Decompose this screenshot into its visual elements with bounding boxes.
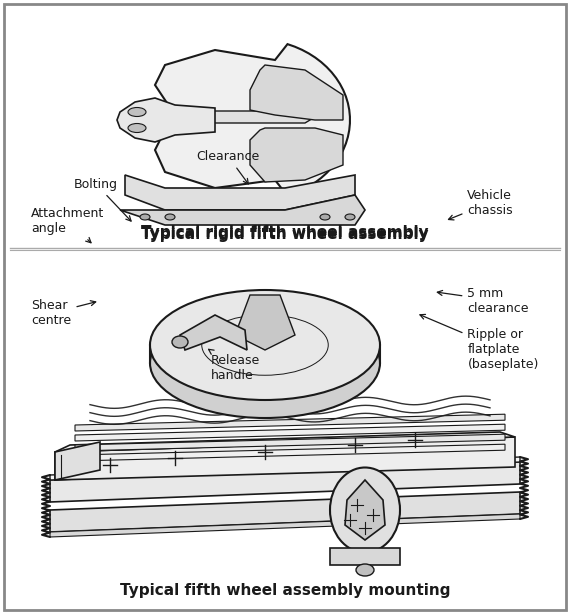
Polygon shape xyxy=(75,424,505,441)
Text: Clearance: Clearance xyxy=(197,150,260,184)
Text: Bolting: Bolting xyxy=(74,177,131,221)
Polygon shape xyxy=(250,65,343,120)
Ellipse shape xyxy=(172,336,188,348)
Polygon shape xyxy=(75,444,505,461)
Polygon shape xyxy=(50,514,520,537)
Ellipse shape xyxy=(150,308,380,418)
Ellipse shape xyxy=(140,214,150,220)
Ellipse shape xyxy=(165,214,175,220)
Text: Typical rigid fifth wheel assembly: Typical rigid fifth wheel assembly xyxy=(141,227,429,241)
Polygon shape xyxy=(175,111,315,123)
Text: 5 mm
clearance: 5 mm clearance xyxy=(437,287,529,315)
Polygon shape xyxy=(50,492,520,532)
Polygon shape xyxy=(345,480,385,540)
Text: Shear
centre: Shear centre xyxy=(31,299,96,327)
Ellipse shape xyxy=(128,107,146,117)
Polygon shape xyxy=(250,128,343,182)
Ellipse shape xyxy=(320,214,330,220)
Polygon shape xyxy=(50,462,520,502)
Polygon shape xyxy=(180,315,247,350)
Polygon shape xyxy=(117,98,215,142)
Polygon shape xyxy=(125,175,355,210)
Text: Ripple or
flatplate
(baseplate): Ripple or flatplate (baseplate) xyxy=(420,314,539,371)
Ellipse shape xyxy=(345,214,355,220)
Polygon shape xyxy=(235,295,295,350)
Polygon shape xyxy=(55,432,515,452)
Text: Vehicle
chassis: Vehicle chassis xyxy=(449,188,513,220)
Polygon shape xyxy=(75,434,505,451)
Ellipse shape xyxy=(150,290,380,400)
FancyBboxPatch shape xyxy=(4,4,566,610)
Text: Release
handle: Release handle xyxy=(209,349,260,383)
Polygon shape xyxy=(55,437,515,480)
Ellipse shape xyxy=(356,564,374,576)
Ellipse shape xyxy=(330,467,400,553)
Polygon shape xyxy=(330,548,400,565)
Ellipse shape xyxy=(128,123,146,133)
Text: Attachment
angle: Attachment angle xyxy=(31,207,105,243)
Polygon shape xyxy=(55,442,100,480)
Polygon shape xyxy=(120,195,365,225)
Polygon shape xyxy=(155,44,350,196)
Polygon shape xyxy=(75,414,505,431)
Text: Typical fifth wheel assembly mounting: Typical fifth wheel assembly mounting xyxy=(120,583,450,597)
Polygon shape xyxy=(50,457,520,480)
Text: Typical rigid fifth wheel assembly: Typical rigid fifth wheel assembly xyxy=(141,225,429,239)
